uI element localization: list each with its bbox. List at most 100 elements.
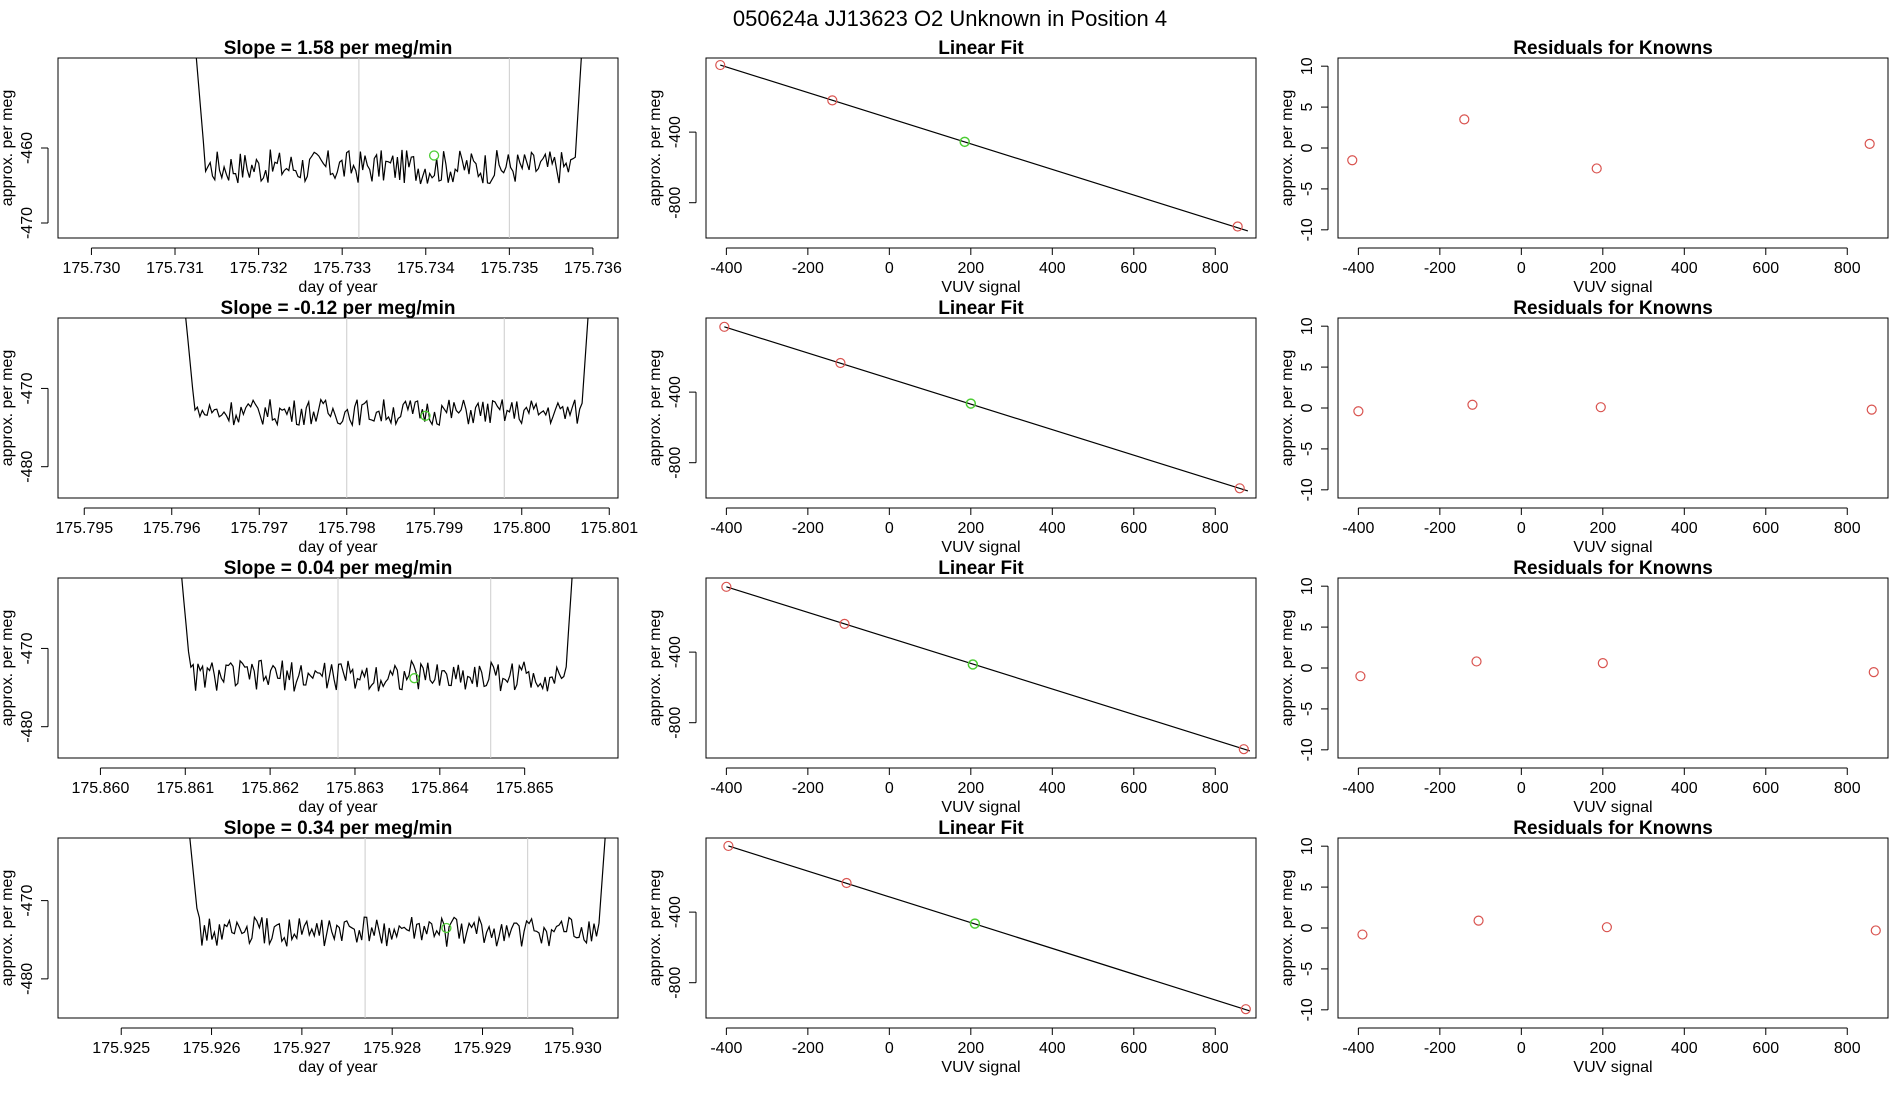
- residual-point: [1601, 922, 1612, 933]
- y-tick-label: 0: [1299, 143, 1316, 152]
- y-tick-label: -470: [19, 207, 36, 239]
- x-tick-label: 0: [885, 520, 894, 537]
- x-tick-label: 400: [1039, 260, 1066, 277]
- data-trace: [181, 578, 573, 692]
- fit-line: [724, 326, 1249, 492]
- x-tick-label: 600: [1752, 520, 1779, 537]
- x-tick-label: -200: [1424, 520, 1456, 537]
- y-tick-label: -400: [667, 116, 684, 148]
- plot-frame: [1337, 837, 1889, 1019]
- x-axis-label: day of year: [298, 539, 378, 556]
- residual-point: [1347, 155, 1358, 166]
- panel-3-1: Slope = 0.04 per meg/min 175.860 175.861 17…: [0, 558, 619, 816]
- y-tick-label: -800: [667, 187, 684, 219]
- x-tick-label: 175.929: [454, 1040, 512, 1057]
- y-tick-label: -10: [1299, 478, 1316, 501]
- y-tick-label: -5: [1299, 182, 1316, 196]
- x-tick-label: 0: [1517, 780, 1526, 797]
- panel-title: Slope = 0.04 per meg/min: [224, 558, 453, 579]
- unknown-point: [959, 136, 970, 148]
- x-tick-label: 800: [1202, 260, 1229, 277]
- plot-area: [189, 838, 606, 1018]
- known-point: [715, 59, 726, 71]
- x-tick-label: 400: [1671, 260, 1698, 277]
- panel-title: Residuals for Knowns: [1513, 558, 1713, 579]
- x-tick-label: 600: [1752, 1040, 1779, 1057]
- y-tick-label: 5: [1299, 623, 1316, 632]
- y-tick-label: -10: [1299, 218, 1316, 241]
- y-tick-label: 10: [1299, 577, 1316, 595]
- known-point: [723, 840, 734, 852]
- known-point: [1240, 1004, 1251, 1015]
- x-tick-label: 600: [1120, 1040, 1147, 1057]
- x-axis-label: VUV signal: [941, 799, 1020, 816]
- x-tick-label: 600: [1752, 260, 1779, 277]
- y-tick-label: 10: [1299, 317, 1316, 335]
- y-axis-label: approx. per meg: [1279, 870, 1296, 987]
- x-tick-label: 175.865: [496, 780, 554, 797]
- y-tick-label: -470: [19, 884, 36, 916]
- plot-frame: [1337, 577, 1889, 759]
- x-tick-label: 800: [1834, 520, 1861, 537]
- x-tick-label: 600: [1120, 260, 1147, 277]
- known-point: [1232, 221, 1243, 232]
- x-tick-label: 175.862: [241, 780, 299, 797]
- x-axis-label: VUV signal: [941, 539, 1020, 556]
- residual-point: [1459, 114, 1470, 125]
- x-tick-label: -200: [792, 520, 824, 537]
- panel-1-2: Linear Fit -400 -200 0 200 400 600 800 VUV signa…: [647, 38, 1257, 296]
- x-tick-label: 200: [957, 520, 984, 537]
- panel-title: Slope = -0.12 per meg/min: [221, 298, 456, 319]
- unknown-point: [409, 673, 420, 684]
- x-tick-label: 175.927: [273, 1040, 331, 1057]
- unknown-point: [441, 922, 452, 934]
- y-tick-label: -400: [667, 376, 684, 408]
- x-tick-label: 175.796: [143, 520, 201, 537]
- x-tick-label: 0: [1517, 260, 1526, 277]
- x-tick-label: 400: [1671, 780, 1698, 797]
- y-tick-label: 5: [1299, 363, 1316, 372]
- x-axis-label: day of year: [298, 279, 378, 296]
- plot-frame: [1337, 317, 1889, 499]
- x-axis-label: day of year: [298, 799, 378, 816]
- y-tick-label: -480: [19, 963, 36, 995]
- y-tick-label: -480: [19, 451, 36, 483]
- y-axis-label: approx. per meg: [0, 350, 16, 467]
- plot-frame: [57, 837, 619, 1019]
- x-tick-label: 175.730: [63, 260, 121, 277]
- x-axis-label: VUV signal: [1573, 1059, 1652, 1076]
- residual-point: [1868, 666, 1879, 678]
- x-tick-label: -200: [792, 1040, 824, 1057]
- x-tick-label: 0: [1517, 520, 1526, 537]
- y-axis-label: approx. per meg: [647, 610, 664, 727]
- residual-point: [1866, 404, 1877, 415]
- y-tick-label: -5: [1299, 442, 1316, 456]
- x-tick-label: 175.799: [405, 520, 463, 537]
- panel-4-1: Slope = 0.34 per meg/min 175.925 175.926 17…: [0, 818, 619, 1076]
- residual-point: [1595, 402, 1606, 413]
- plot-area: [715, 59, 1249, 232]
- x-tick-label: 800: [1834, 260, 1861, 277]
- y-tick-label: 5: [1299, 103, 1316, 112]
- page-title: 050624a JJ13623 O2 Unknown in Position 4: [733, 6, 1167, 31]
- panel-title: Slope = 1.58 per meg/min: [224, 38, 453, 59]
- data-trace: [189, 838, 606, 947]
- x-tick-label: 175.731: [146, 260, 204, 277]
- x-tick-label: -200: [1424, 780, 1456, 797]
- y-tick-label: -400: [667, 636, 684, 668]
- plot-area: [1355, 656, 1879, 682]
- x-tick-label: 400: [1671, 520, 1698, 537]
- unknown-point: [420, 410, 431, 421]
- x-axis-label: VUV signal: [1573, 539, 1652, 556]
- x-tick-label: 0: [1517, 1040, 1526, 1057]
- plot-frame: [705, 837, 1257, 1019]
- x-tick-label: 800: [1202, 520, 1229, 537]
- plot-area: [1347, 114, 1875, 174]
- data-trace: [185, 318, 589, 428]
- y-tick-label: 0: [1299, 403, 1316, 412]
- residual-point: [1870, 925, 1881, 936]
- x-axis-label: VUV signal: [1573, 279, 1652, 296]
- y-axis-label: approx. per meg: [647, 870, 664, 987]
- x-tick-label: 175.797: [230, 520, 288, 537]
- panel-title: Linear Fit: [938, 818, 1024, 839]
